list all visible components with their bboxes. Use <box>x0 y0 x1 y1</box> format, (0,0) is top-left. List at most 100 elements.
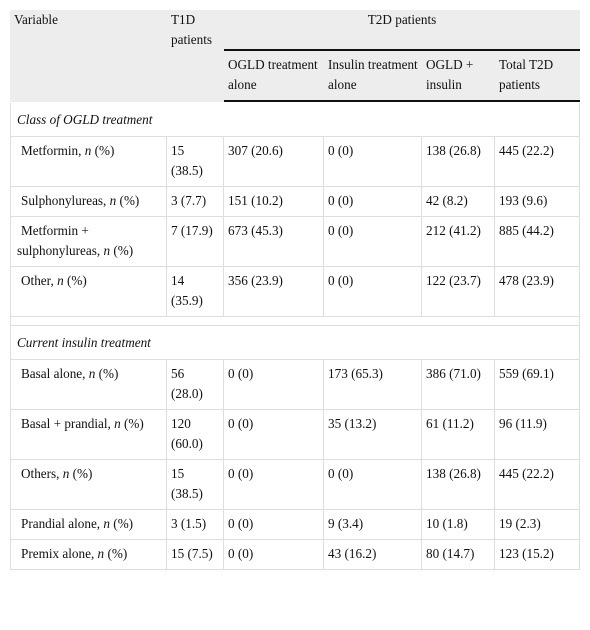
header-t2d-group: T2D patients <box>224 10 580 49</box>
variable-label: Basal alone, <box>21 366 89 381</box>
insulin-alone-cell: 43 (16.2) <box>324 540 422 570</box>
variable-n: n <box>103 243 111 258</box>
data-table: Variable T1D patients T2D patients OGLD … <box>10 10 580 570</box>
variable-n: n <box>114 416 121 431</box>
header-insulin-alone: Insulin treatment alone <box>324 49 422 102</box>
table-row: Prandial alone, n (%) 3 (1.5) 0 (0) 9 (3.4)… <box>10 510 580 540</box>
table-row: Metformin, n (%) 15 (38.5) 307 (20.6) 0 (0)… <box>10 137 580 187</box>
ogld-insulin-cell: 42 (8.2) <box>422 187 495 217</box>
total-t2d-cell: 193 (9.6) <box>495 187 580 217</box>
section-title: Current insulin treatment <box>10 326 580 360</box>
header-total-t2d: Total T2D patients <box>495 49 580 102</box>
ogld-alone-cell: 0 (0) <box>224 460 324 510</box>
variable-cell: Prandial alone, n (%) <box>10 510 167 540</box>
variable-cell: Metformin, n (%) <box>10 137 167 187</box>
insulin-alone-cell: 173 (65.3) <box>324 360 422 410</box>
variable-pct: (%) <box>95 366 119 381</box>
t1d-cell: 3 (7.7) <box>167 187 224 217</box>
total-t2d-cell: 445 (22.2) <box>495 460 580 510</box>
ogld-alone-cell: 356 (23.9) <box>224 267 324 317</box>
t1d-cell: 15 (7.5) <box>167 540 224 570</box>
header-t1d: T1D patients <box>167 10 224 102</box>
variable-pct: (%) <box>110 516 134 531</box>
ogld-insulin-cell: 10 (1.8) <box>422 510 495 540</box>
ogld-alone-cell: 0 (0) <box>224 540 324 570</box>
total-t2d-cell: 445 (22.2) <box>495 137 580 187</box>
variable-cell: Metformin + sulphonylureas, n (%) <box>10 217 167 267</box>
table-header: Variable T1D patients T2D patients OGLD … <box>10 10 580 103</box>
total-t2d-cell: 559 (69.1) <box>495 360 580 410</box>
ogld-alone-cell: 151 (10.2) <box>224 187 324 217</box>
table-row: Premix alone, n (%) 15 (7.5) 0 (0) 43 (16.2… <box>10 540 580 570</box>
total-t2d-cell: 123 (15.2) <box>495 540 580 570</box>
ogld-alone-cell: 0 (0) <box>224 360 324 410</box>
total-t2d-cell: 478 (23.9) <box>495 267 580 317</box>
variable-label: Premix alone, <box>21 546 98 561</box>
variable-n: n <box>88 366 96 381</box>
section-header-row: Class of OGLD treatment <box>10 103 580 137</box>
variable-pct: (%) <box>116 193 140 208</box>
insulin-alone-cell: 0 (0) <box>324 267 422 317</box>
header-variable: Variable <box>10 10 167 102</box>
t1d-cell: 15 (38.5) <box>167 460 224 510</box>
ogld-alone-cell: 307 (20.6) <box>224 137 324 187</box>
variable-label: Metformin, <box>21 143 85 158</box>
variable-n: n <box>57 273 64 288</box>
header-ogld-insulin: OGLD + insulin <box>422 49 495 102</box>
variable-label: Sulphonylureas, <box>21 193 110 208</box>
variable-pct: (%) <box>91 143 115 158</box>
table-row: Other, n (%) 14 (35.9) 356 (23.9) 0 (0) 122 … <box>10 267 580 317</box>
t1d-cell: 120 (60.0) <box>167 410 224 460</box>
total-t2d-cell: 885 (44.2) <box>495 217 580 267</box>
variable-pct: (%) <box>110 243 134 258</box>
variable-pct: (%) <box>63 273 87 288</box>
insulin-alone-cell: 0 (0) <box>324 187 422 217</box>
ogld-insulin-cell: 212 (41.2) <box>422 217 495 267</box>
total-t2d-cell: 19 (2.3) <box>495 510 580 540</box>
variable-cell: Others, n (%) <box>10 460 167 510</box>
table-row: Others, n (%) 15 (38.5) 0 (0) 0 (0) 138 (26.… <box>10 460 580 510</box>
section-title: Class of OGLD treatment <box>10 103 580 137</box>
total-t2d-cell: 96 (11.9) <box>495 410 580 460</box>
ogld-insulin-cell: 61 (11.2) <box>422 410 495 460</box>
ogld-alone-cell: 0 (0) <box>224 410 324 460</box>
ogld-insulin-cell: 138 (26.8) <box>422 137 495 187</box>
variable-pct: (%) <box>104 546 128 561</box>
table-body: Class of OGLD treatment Metformin, n (%) 1… <box>10 103 580 570</box>
variable-n: n <box>109 193 117 208</box>
section-header-row: Current insulin treatment <box>10 326 580 360</box>
variable-label: Other, <box>21 273 58 288</box>
header-ogld-alone: OGLD treatment alone <box>224 49 324 102</box>
table-row: Sulphonylureas, n (%) 3 (7.7) 151 (10.2) 0 … <box>10 187 580 217</box>
variable-label: Prandial alone, <box>21 516 104 531</box>
ogld-insulin-cell: 80 (14.7) <box>422 540 495 570</box>
variable-label: Others, <box>21 466 63 481</box>
ogld-insulin-cell: 138 (26.8) <box>422 460 495 510</box>
insulin-alone-cell: 0 (0) <box>324 217 422 267</box>
variable-cell: Premix alone, n (%) <box>10 540 167 570</box>
variable-cell: Other, n (%) <box>10 267 167 317</box>
insulin-alone-cell: 9 (3.4) <box>324 510 422 540</box>
table-row: Metformin + sulphonylureas, n (%) 7 (17.9… <box>10 217 580 267</box>
table-row: Basal + prandial, n (%) 120 (60.0) 0 (0) 35… <box>10 410 580 460</box>
t1d-cell: 15 (38.5) <box>167 137 224 187</box>
variable-n: n <box>97 546 105 561</box>
ogld-alone-cell: 0 (0) <box>224 510 324 540</box>
variable-pct: (%) <box>69 466 93 481</box>
table-row: Basal alone, n (%) 56 (28.0) 0 (0) 173 (65.… <box>10 360 580 410</box>
variable-label: Metformin + sulphonylureas, <box>17 223 104 258</box>
section-spacer <box>10 317 580 326</box>
insulin-alone-cell: 35 (13.2) <box>324 410 422 460</box>
variable-label: Basal + prandial, <box>21 416 115 431</box>
t1d-cell: 7 (17.9) <box>167 217 224 267</box>
ogld-insulin-cell: 386 (71.0) <box>422 360 495 410</box>
ogld-alone-cell: 673 (45.3) <box>224 217 324 267</box>
variable-cell: Basal + prandial, n (%) <box>10 410 167 460</box>
table-container: Variable T1D patients T2D patients OGLD … <box>10 10 580 570</box>
variable-pct: (%) <box>120 416 144 431</box>
variable-cell: Sulphonylureas, n (%) <box>10 187 167 217</box>
t1d-cell: 56 (28.0) <box>167 360 224 410</box>
variable-cell: Basal alone, n (%) <box>10 360 167 410</box>
variable-n: n <box>84 143 92 158</box>
t1d-cell: 3 (1.5) <box>167 510 224 540</box>
